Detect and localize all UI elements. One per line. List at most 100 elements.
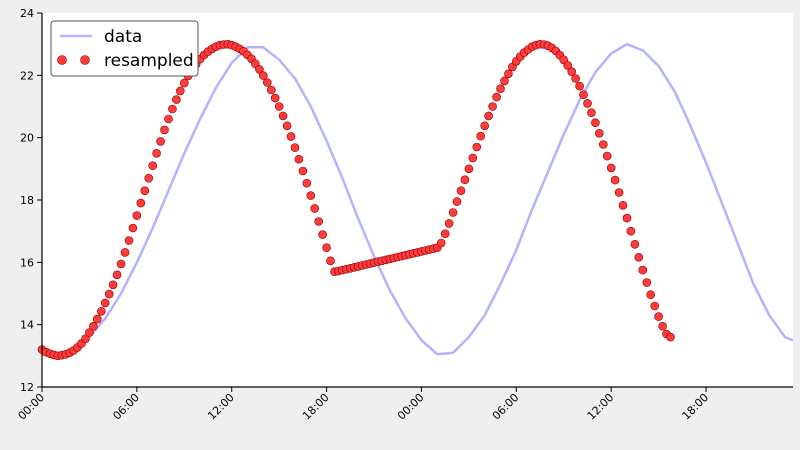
resampled-point (180, 78, 189, 88)
legend-resampled-marker-1 (57, 55, 67, 65)
resampled-point (654, 312, 663, 321)
resampled-point (172, 95, 181, 104)
y-axis-ticks: 12 14 16 18 20 22 24 (20, 7, 42, 394)
resampled-point (436, 238, 446, 248)
resampled-point (93, 314, 102, 324)
x-tick-label: 18:00 (680, 391, 712, 423)
x-axis-ticks: 00:00 06:00 12:00 18:00 00:00 06:00 12:00 18:00 (16, 387, 712, 423)
resampled-point (112, 270, 122, 280)
resampled-point (587, 108, 596, 117)
resampled-point (500, 76, 509, 86)
resampled-point (164, 114, 173, 124)
x-tick-label: 06:00 (490, 391, 522, 423)
resampled-point (294, 154, 304, 164)
resampled-point (262, 78, 272, 87)
resampled-point (440, 229, 450, 238)
resampled-point (634, 252, 644, 262)
resampled-point (104, 289, 114, 299)
x-tick-label: 18:00 (300, 391, 332, 423)
resampled-point (658, 321, 667, 331)
data-line (41, 42, 794, 358)
resampled-point (156, 137, 165, 146)
resampled-point (594, 129, 604, 138)
resampled-point (148, 161, 157, 170)
resampled-point (456, 186, 466, 195)
resampled-point (258, 71, 268, 80)
resampled-point (575, 81, 584, 91)
x-tick-label: 06:00 (110, 391, 142, 423)
resampled-point (255, 65, 264, 74)
resampled-point (571, 74, 580, 83)
resampled-point (100, 298, 110, 308)
resampled-point (168, 104, 177, 114)
resampled-point (128, 223, 138, 233)
resampled-point (140, 186, 150, 195)
x-tick-label: 12:00 (585, 391, 617, 423)
x-tick-label: 00:00 (395, 391, 427, 423)
resampled-point (274, 102, 284, 111)
resampled-point (97, 306, 106, 316)
resampled-point (452, 197, 462, 206)
resampled-point (567, 67, 577, 76)
legend-resampled-label: resampled (104, 51, 194, 71)
resampled-point (598, 140, 608, 149)
resampled-point (650, 301, 660, 311)
resampled-point (646, 290, 656, 300)
resampled-point (472, 142, 482, 152)
resampled-point (290, 143, 300, 152)
resampled-point (108, 280, 118, 290)
resampled-point (579, 90, 588, 99)
resampled-point (120, 248, 130, 257)
y-tick-label: 22 (20, 69, 34, 82)
resampled-point (602, 151, 612, 161)
resampled-point (144, 173, 153, 183)
resampled-point (286, 132, 296, 141)
resampled-point (266, 85, 276, 95)
resampled-point (614, 188, 624, 197)
resampled-point (626, 226, 636, 236)
resampled-point (152, 149, 161, 158)
resampled-point (160, 125, 169, 135)
resampled-point (132, 211, 142, 220)
resampled-point (618, 201, 628, 210)
resampled-point (610, 175, 620, 185)
resampled-point (282, 121, 292, 131)
resampled-point (448, 208, 458, 217)
resampled-point (630, 240, 640, 249)
resampled-point (468, 153, 478, 163)
resampled-point (476, 131, 486, 141)
resampled-point (484, 111, 493, 121)
resampled-point (591, 118, 600, 127)
legend: data resampled (50, 20, 199, 77)
resampled-point (492, 92, 501, 102)
resampled-point (278, 111, 288, 121)
resampled-point (326, 256, 335, 266)
resampled-point (496, 84, 505, 93)
resampled-point (638, 265, 648, 275)
resampled-point (302, 178, 312, 188)
y-tick-label: 18 (20, 194, 34, 207)
resampled-point (480, 121, 490, 131)
x-tick-label: 00:00 (16, 391, 48, 423)
resampled-point (298, 166, 308, 176)
resampled-point (314, 217, 324, 226)
resampled-point (666, 332, 675, 342)
resampled-point (464, 164, 474, 174)
resampled-point (322, 243, 331, 252)
resampled-point (270, 93, 280, 103)
resampled-point (124, 236, 134, 245)
resampled-point (176, 86, 185, 96)
resampled-point (642, 278, 652, 287)
resampled-point (444, 219, 454, 228)
resampled-point (606, 163, 616, 173)
legend-resampled-marker-2 (80, 55, 90, 65)
data-series (41, 42, 794, 358)
resampled-point (622, 213, 632, 223)
y-tick-label: 14 (20, 319, 34, 332)
resampled-point (136, 198, 146, 208)
resampled-point (488, 102, 497, 111)
x-tick-label: 12:00 (205, 391, 237, 423)
resampled-point (460, 175, 470, 184)
legend-data-label: data (104, 27, 142, 47)
